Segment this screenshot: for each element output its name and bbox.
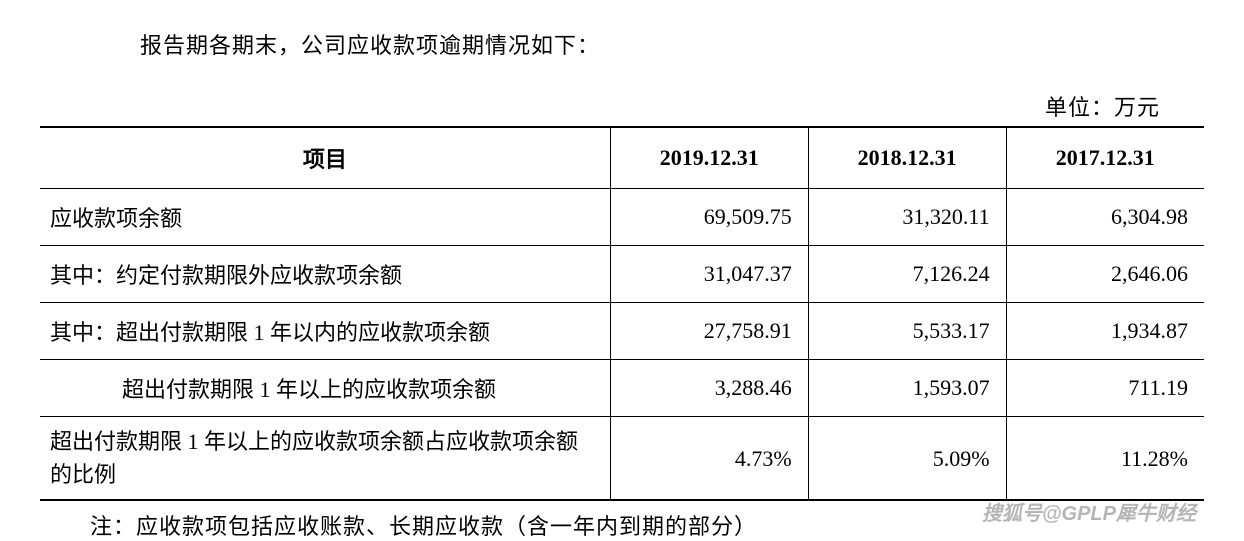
row-label: 超出付款期限 1 年以上的应收款项余额 <box>40 360 610 417</box>
table-header-row: 项目 2019.12.31 2018.12.31 2017.12.31 <box>40 127 1204 189</box>
cell-value: 1,593.07 <box>808 360 1006 417</box>
cell-value: 27,758.91 <box>610 303 808 360</box>
row-label: 应收款项余额 <box>40 189 610 246</box>
table-row: 应收款项余额69,509.7531,320.116,304.98 <box>40 189 1204 246</box>
cell-value: 711.19 <box>1006 360 1204 417</box>
row-label: 超出付款期限 1 年以上的应收款项余额占应收款项余额的比例 <box>40 417 610 501</box>
table-row: 超出付款期限 1 年以上的应收款项余额3,288.461,593.07711.1… <box>40 360 1204 417</box>
cell-value: 7,126.24 <box>808 246 1006 303</box>
table-row: 其中：约定付款期限外应收款项余额31,047.377,126.242,646.0… <box>40 246 1204 303</box>
col-header-2019: 2019.12.31 <box>610 127 808 189</box>
watermark: 搜狐号@GPLP犀牛财经 <box>982 497 1196 526</box>
intro-text: 报告期各期末，公司应收款项逾期情况如下： <box>140 28 1204 60</box>
cell-value: 6,304.98 <box>1006 189 1204 246</box>
cell-value: 31,047.37 <box>610 246 808 303</box>
table-body: 应收款项余额69,509.7531,320.116,304.98其中：约定付款期… <box>40 189 1204 501</box>
row-label: 其中：约定付款期限外应收款项余额 <box>40 246 610 303</box>
cell-value: 5.09% <box>808 417 1006 501</box>
row-label: 其中：超出付款期限 1 年以内的应收款项余额 <box>40 303 610 360</box>
cell-value: 69,509.75 <box>610 189 808 246</box>
cell-value: 5,533.17 <box>808 303 1006 360</box>
table-row: 超出付款期限 1 年以上的应收款项余额占应收款项余额的比例4.73%5.09%1… <box>40 417 1204 501</box>
cell-value: 1,934.87 <box>1006 303 1204 360</box>
cell-value: 2,646.06 <box>1006 246 1204 303</box>
cell-value: 31,320.11 <box>808 189 1006 246</box>
unit-label: 单位：万元 <box>40 90 1160 122</box>
receivables-table: 项目 2019.12.31 2018.12.31 2017.12.31 应收款项… <box>40 126 1204 501</box>
cell-value: 4.73% <box>610 417 808 501</box>
col-header-2018: 2018.12.31 <box>808 127 1006 189</box>
table-row: 其中：超出付款期限 1 年以内的应收款项余额27,758.915,533.171… <box>40 303 1204 360</box>
cell-value: 11.28% <box>1006 417 1204 501</box>
col-header-item: 项目 <box>40 127 610 189</box>
cell-value: 3,288.46 <box>610 360 808 417</box>
col-header-2017: 2017.12.31 <box>1006 127 1204 189</box>
